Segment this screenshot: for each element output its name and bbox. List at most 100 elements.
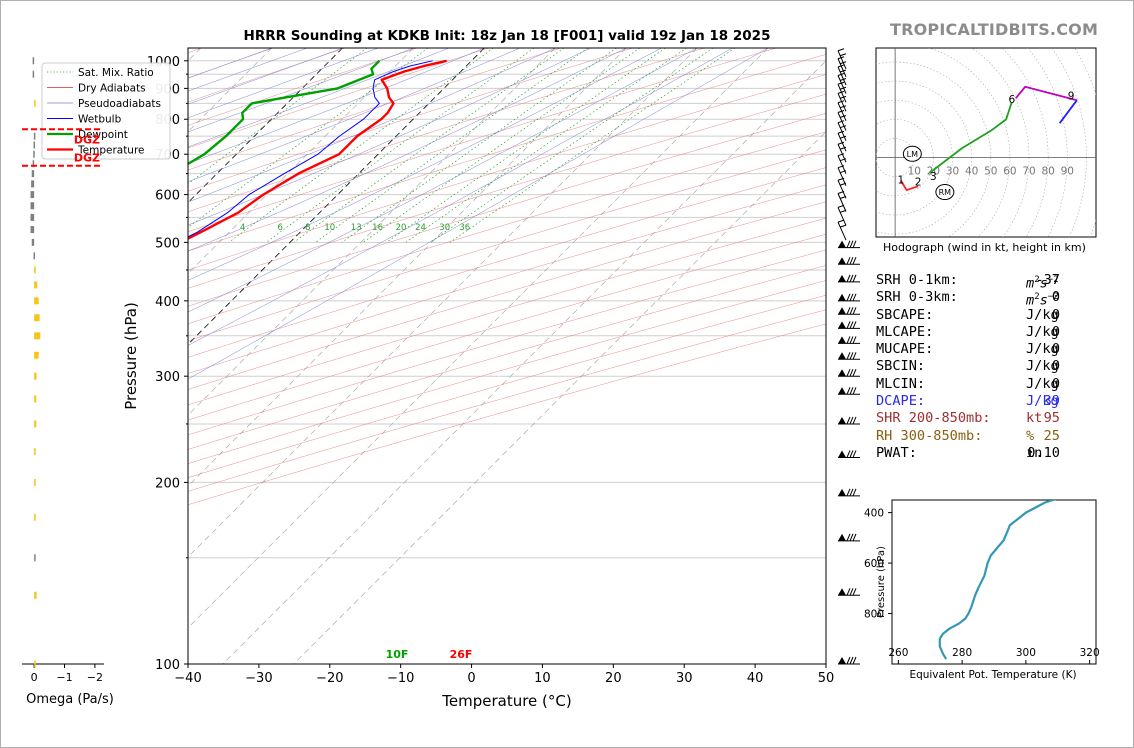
index-row: SHR 200-850mb: 95 kt	[876, 410, 1116, 427]
omega-bar	[32, 70, 35, 78]
barb-flag	[849, 656, 854, 665]
barb-flag	[837, 90, 845, 94]
pseudoadiabat-line	[188, 48, 414, 133]
pseudoadiabat-line	[188, 48, 556, 203]
index-row: DCAPE: 39 J/kg	[876, 393, 1116, 410]
hodograph-ring-label: 60	[1003, 166, 1016, 178]
omega-bar	[30, 213, 35, 221]
barb-flag	[846, 293, 851, 302]
barb-flag	[837, 130, 845, 134]
barb-flag	[846, 336, 851, 344]
skewt-ticks: −40 −30 −20 −10 0 10 20 30 40 50 100 200 300 400 500 60…	[147, 55, 834, 686]
barb-flag	[852, 533, 857, 542]
barb-pennant	[838, 416, 846, 424]
barb-staff	[837, 84, 847, 103]
barb-flag	[846, 257, 851, 265]
pseudoadiabat-line	[188, 48, 698, 313]
rm-circle	[935, 184, 955, 201]
barb-flag	[849, 336, 854, 344]
dry-adiabat-line	[188, 48, 489, 149]
barb-flag	[852, 293, 857, 302]
mixing-ratio-label: 16	[372, 223, 383, 233]
wind-barb	[838, 533, 860, 542]
barb-flag	[846, 416, 851, 425]
lm-label: LM	[907, 150, 918, 159]
barb-staff	[837, 102, 847, 121]
omega-bar	[33, 252, 36, 260]
hodograph-ring-label: 20	[927, 166, 940, 178]
barb-flag	[849, 240, 854, 248]
barb-flag	[846, 533, 851, 542]
isotherm-line	[188, 48, 698, 558]
omega-xlabel: Omega (Pa/s)	[26, 692, 114, 707]
mixing-ratio-line	[265, 48, 535, 243]
barb-flag	[852, 352, 857, 360]
barb-pennant	[838, 274, 846, 282]
barb-staff	[837, 66, 847, 86]
dgz-bottom-label: DGZ	[74, 133, 100, 146]
mixing-ratio-label: 10	[324, 223, 335, 233]
dry-adiabat-line	[188, 280, 826, 464]
wind-barb	[838, 416, 860, 425]
barb-pennant	[838, 240, 846, 248]
index-label: SRH 0-1km:	[876, 272, 958, 288]
barb-flag	[839, 135, 847, 139]
wind-barb	[837, 141, 847, 163]
dry-adiabat-line	[188, 131, 826, 325]
barb-flag	[837, 48, 845, 52]
dry-adiabat-line	[188, 249, 826, 436]
barb-flag	[839, 146, 847, 150]
barb-flag	[852, 336, 857, 344]
hodograph-height-label: 3	[930, 171, 937, 183]
index-label: PWAT:	[876, 444, 917, 461]
y-tick-label: 400	[155, 295, 180, 310]
omega-bar	[34, 351, 39, 359]
isotherm-line	[188, 48, 627, 487]
dry-adiabat-line	[188, 265, 826, 450]
barb-flag	[852, 488, 857, 497]
barb-flag	[849, 257, 854, 265]
mixing-ratio-label: 2	[179, 223, 184, 233]
lm-marker: LM	[902, 145, 922, 162]
omega-bar	[33, 132, 36, 140]
barb-staff	[837, 93, 847, 112]
x-tick-label: 10	[534, 671, 551, 686]
barb-flag	[837, 219, 845, 223]
skewt-legend: Sat. Mix. Ratio Dry Adiabats Pseudoadiabat…	[41, 62, 171, 160]
index-row: MLCAPE: 0 J/kg	[876, 324, 1116, 341]
theta-e-y-tick-label: 600	[864, 558, 884, 570]
mixing-ratio-line	[341, 48, 617, 243]
barb-pennant	[838, 533, 846, 541]
theta-e-x-tick-label: 280	[952, 647, 972, 659]
hodograph-plot-area: 10 20 30 40 50 60 70 80 90 1 2 3 6 9 LM RM	[876, 48, 1096, 237]
dry-adiabat-line	[188, 48, 705, 213]
theta-e-plot-area	[938, 500, 1057, 660]
hodograph-height-label: 2	[915, 176, 922, 188]
omega-bar	[34, 281, 38, 289]
index-row: SBCIN: 0 J/kg	[876, 358, 1116, 375]
barb-flag	[839, 53, 847, 57]
mixing-ratio-label: 8	[305, 223, 310, 233]
index-value: 0	[1051, 358, 1060, 375]
mixing-ratio-line	[405, 48, 687, 243]
barb-pennant	[838, 293, 846, 301]
y-tick-label: 600	[155, 189, 180, 204]
omega-tick-label: 0	[31, 671, 38, 684]
barb-pennant	[838, 336, 846, 344]
omega-bar	[30, 226, 35, 234]
mixing-ratio-line	[228, 48, 494, 243]
theta-e-x-tick-label: 260	[888, 647, 908, 659]
hodograph-ring-label: 40	[965, 166, 978, 178]
barb-staff	[837, 167, 847, 186]
pseudoadiabat-line	[188, 48, 485, 164]
rm-label: RM	[939, 188, 952, 197]
index-value: 0	[1051, 289, 1060, 306]
barb-pennant	[838, 387, 846, 395]
barb-flag	[837, 100, 845, 104]
barb-flag	[849, 307, 854, 315]
pseudoadiabat-line	[188, 48, 308, 92]
wind-barb	[838, 368, 860, 377]
barb-staff	[837, 207, 847, 226]
legend-item-label: Sat. Mix. Ratio	[78, 67, 154, 79]
dry-adiabat-line	[188, 48, 777, 233]
